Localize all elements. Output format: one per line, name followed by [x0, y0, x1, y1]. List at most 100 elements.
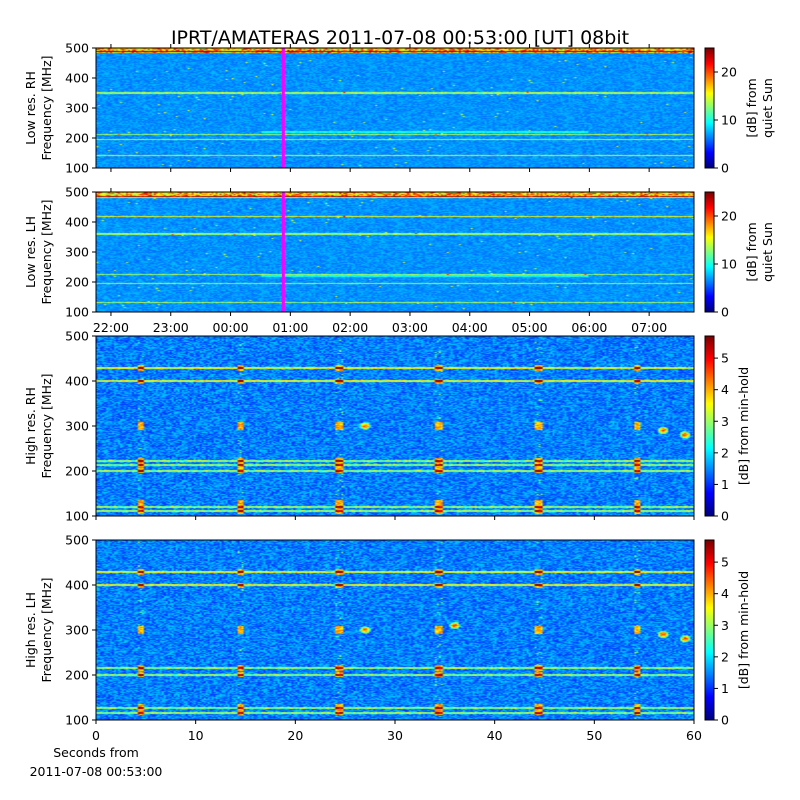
- y-tick-label: 400: [65, 578, 89, 593]
- y-axis-label-unit: Frequency [MHz]: [39, 373, 54, 478]
- colorbar-tick-label: 4: [721, 382, 729, 397]
- y-tick-label: 500: [65, 41, 89, 56]
- colorbar-tick-label: 2: [721, 649, 729, 664]
- footer-seconds-from: Seconds from: [53, 745, 139, 760]
- y-tick-label: 400: [65, 374, 89, 389]
- x-tick-label: 23:00: [153, 320, 189, 335]
- spectrogram-image: [96, 336, 694, 516]
- x-ticks: 0 10 20 30 40 50 60: [92, 720, 702, 743]
- y-ticks: 100 200 300 400 500: [65, 41, 96, 176]
- y-tick-label: 200: [65, 275, 89, 290]
- y-axis-label: Low res. LH: [23, 216, 38, 288]
- x-tick-label: 05:00: [512, 320, 548, 335]
- y-tick-label: 100: [65, 161, 89, 176]
- y-tick-label: 300: [65, 623, 89, 638]
- x-tick-label: 20: [287, 728, 303, 743]
- x-tick-label: 07:00: [631, 320, 667, 335]
- colorbar-tick-label: 0: [721, 713, 729, 728]
- y-tick-label: 200: [65, 464, 89, 479]
- colorbar-tick-label: 3: [721, 618, 729, 633]
- y-ticks: 100 200 300 400 500: [65, 329, 96, 524]
- x-tick-label: 60: [686, 728, 702, 743]
- colorbar-label-2: quiet Sun: [760, 78, 775, 138]
- colorbar: [705, 48, 714, 168]
- colorbar-ticks: 0 10 20: [714, 65, 737, 176]
- x-tick-label: 50: [586, 728, 602, 743]
- x-ticks: [110, 44, 650, 172]
- colorbar-ticks: 0 10 20: [714, 209, 737, 320]
- colorbar-tick-label: 5: [721, 555, 729, 570]
- y-tick-label: 500: [65, 185, 89, 200]
- y-axis-label-unit: Frequency [MHz]: [39, 199, 54, 304]
- colorbar-tick-label: 1: [721, 477, 729, 492]
- colorbar-frame: [704, 539, 715, 721]
- colorbar-tick-label: 10: [721, 113, 737, 128]
- time-marker-line: [281, 48, 285, 168]
- colorbar-frame: [704, 191, 715, 313]
- y-tick-label: 100: [65, 509, 89, 524]
- time-marker-line: [281, 192, 285, 312]
- y-tick-label: 500: [65, 329, 89, 344]
- y-axis-label-unit: Frequency [MHz]: [39, 55, 54, 160]
- colorbar-tick-label: 0: [721, 161, 729, 176]
- figure-title: IPRT/AMATERAS 2011-07-08 00:53:00 [UT] 0…: [171, 27, 629, 49]
- colorbar: [705, 540, 714, 720]
- x-tick-label: 40: [487, 728, 503, 743]
- y-tick-label: 200: [65, 668, 89, 683]
- y-axis-label: Low res. RH: [23, 71, 38, 145]
- x-tick-label: 30: [387, 728, 403, 743]
- x-tick-label: 0: [92, 728, 100, 743]
- y-axis-label: High res. LH: [23, 592, 38, 668]
- colorbar-tick-label: 1: [721, 681, 729, 696]
- x-tick-label: 02:00: [332, 320, 368, 335]
- colorbar-ticks: 0 1 2 3 4 5: [714, 351, 729, 524]
- y-ticks: 100 200 300 400 500: [65, 185, 96, 320]
- colorbar-label: [dB] from: [744, 222, 759, 281]
- x-tick-label: 01:00: [272, 320, 308, 335]
- colorbar-label-2: quiet Sun: [760, 222, 775, 282]
- colorbar-tick-label: 4: [721, 586, 729, 601]
- colorbar: [705, 192, 714, 312]
- colorbar-tick-label: 10: [721, 257, 737, 272]
- colorbar-frame: [704, 47, 715, 169]
- y-tick-label: 100: [65, 305, 89, 320]
- x-tick-label: 00:00: [213, 320, 249, 335]
- footer-reference-time: 2011-07-08 00:53:00: [30, 764, 163, 779]
- y-tick-label: 400: [65, 215, 89, 230]
- x-tick-label: 10: [188, 728, 204, 743]
- x-ticks: [95, 516, 695, 520]
- colorbar-frame: [704, 335, 715, 517]
- x-tick-label: 22:00: [93, 320, 129, 335]
- panel-high-res-rh: 100 200 300 400 500 High res. RH Frequency […: [23, 329, 751, 524]
- colorbar-tick-label: 5: [721, 351, 729, 366]
- y-tick-label: 300: [65, 419, 89, 434]
- y-tick-label: 500: [65, 533, 89, 548]
- colorbar: [705, 336, 714, 516]
- y-tick-label: 100: [65, 713, 89, 728]
- x-tick-label: 06:00: [571, 320, 607, 335]
- colorbar-tick-label: 0: [721, 509, 729, 524]
- y-ticks: 100 200 300 400 500: [65, 533, 96, 728]
- colorbar-tick-label: 3: [721, 414, 729, 429]
- x-tick-label: 03:00: [392, 320, 428, 335]
- spectrogram-image: [96, 540, 694, 720]
- spectrogram-image: [96, 48, 694, 168]
- x-ticks: 22:00 23:00 00:00 01:00 02:00 03:00 04:00 05:00…: [93, 188, 667, 335]
- colorbar-tick-label: 2: [721, 445, 729, 460]
- colorbar-tick-label: 20: [721, 65, 737, 80]
- colorbar-label: [dB] from min-hold: [736, 367, 751, 485]
- spectrogram-image: [96, 192, 694, 312]
- y-tick-label: 200: [65, 131, 89, 146]
- x-tick-label: 04:00: [452, 320, 488, 335]
- y-tick-label: 400: [65, 71, 89, 86]
- y-axis-label: High res. RH: [23, 387, 38, 465]
- colorbar-tick-label: 0: [721, 305, 729, 320]
- y-axis-label-unit: Frequency [MHz]: [39, 577, 54, 682]
- colorbar-ticks: 0 1 2 3 4 5: [714, 555, 729, 728]
- colorbar-label: [dB] from min-hold: [736, 571, 751, 689]
- colorbar-tick-label: 20: [721, 209, 737, 224]
